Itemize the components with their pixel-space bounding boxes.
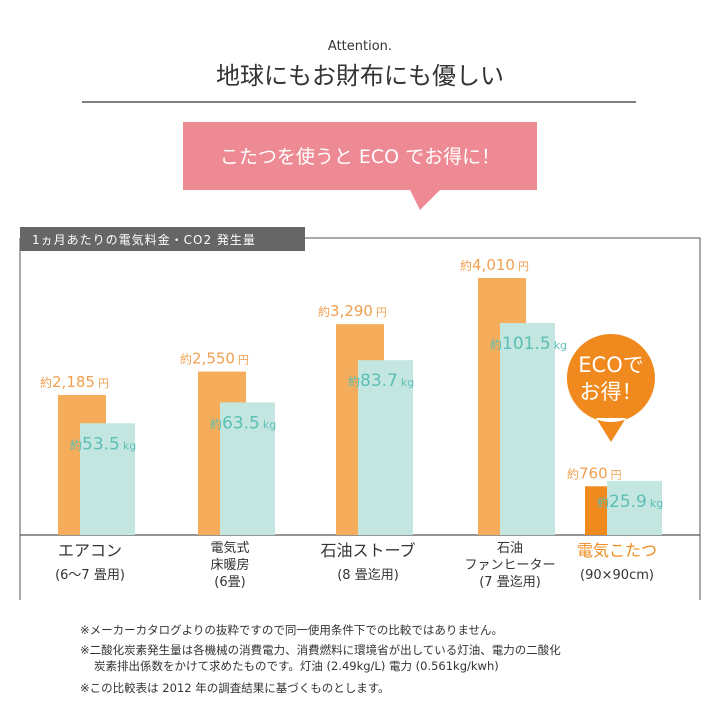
banner-bg <box>183 122 537 210</box>
note: ※メーカーカタログよりの抜粋ですので同一使用条件下での比較ではありません。 <box>80 623 503 637</box>
value-label: 約63.5 kg <box>210 413 276 433</box>
x-tick-label: 電気式 <box>210 540 249 556</box>
value-label-part: 約 <box>70 437 82 452</box>
x-tick-label: (7 畳迄用) <box>479 575 541 590</box>
value-label: 約2,185 円 <box>40 373 109 391</box>
value-label-part: 760 <box>579 464 608 482</box>
kicker: Attention. <box>328 39 392 54</box>
x-tick-label: ファンヒーター <box>464 558 555 573</box>
value-label-part: 2,550 <box>192 350 235 368</box>
value-label-part: 約 <box>180 352 192 367</box>
value-label-part: kg <box>401 376 414 389</box>
value-label-part: 53.5 <box>82 434 120 454</box>
value-label-part: kg <box>650 497 663 510</box>
value-label-part: 円 <box>238 354 249 367</box>
x-tick-label: 電気こたつ <box>577 541 657 560</box>
value-label-part: kg <box>263 418 276 431</box>
value-label-part: 25.9 <box>609 492 647 512</box>
value-label-part: 約 <box>567 466 579 481</box>
chart-title-bg <box>20 227 305 251</box>
value-label-part: kg <box>554 339 567 352</box>
callout-text: お得！ <box>580 380 643 404</box>
note: ※二酸化炭素発生量は各機械の消費電力、消費燃料に環境省が出している灯油、電力の二… <box>80 643 561 657</box>
x-tick-label: (6〜7 畳用) <box>55 568 125 583</box>
x-tick-label: (8 畳迄用) <box>337 568 399 583</box>
bar <box>220 402 275 535</box>
notes: ※メーカーカタログよりの抜粋ですので同一使用条件下での比較ではありません。 ※二酸… <box>80 623 561 695</box>
value-label-part: 約 <box>460 258 472 273</box>
value-label: 約53.5 kg <box>70 434 136 454</box>
value-label-part: 円 <box>376 306 387 319</box>
bar <box>358 360 413 535</box>
value-label: 約2,550 円 <box>180 350 249 368</box>
x-tick-label: 石油ストーブ <box>320 541 415 560</box>
value-label-part: 3,290 <box>330 302 373 320</box>
value-label-part: 2,185 <box>52 373 95 391</box>
value-label: 約25.9 kg <box>597 492 663 512</box>
value-label-part: 83.7 <box>360 371 398 391</box>
title: 地球にもお財布にも優しい <box>216 62 504 90</box>
x-tick-label: エアコン <box>58 541 122 560</box>
value-label-part: 円 <box>98 377 109 390</box>
value-label-part: 約 <box>348 374 360 389</box>
value-label-part: 101.5 <box>502 334 551 354</box>
value-label: 約4,010 円 <box>460 256 529 274</box>
banner: こたつを使うと ECO でお得に！ <box>220 146 500 168</box>
value-label-part: 63.5 <box>222 413 260 433</box>
callout-bg <box>566 334 655 442</box>
value-label-part: 約 <box>490 337 502 352</box>
x-tick-label: (6畳) <box>214 575 245 590</box>
value-label-part: 4,010 <box>472 256 515 274</box>
chart-frame <box>19 237 701 600</box>
value-label-part: kg <box>123 439 136 452</box>
x-tick-label: 石油 <box>497 541 523 556</box>
value-label-part: 約 <box>597 495 609 510</box>
note: 炭素排出係数をかけて求めたものです。灯油 (2.49kg/L) 電力 (0.56… <box>94 659 499 673</box>
bar <box>80 423 135 535</box>
value-label-part: 円 <box>611 468 622 481</box>
value-label: 約3,290 円 <box>318 302 387 320</box>
chart-title: 1ヵ月あたりの電気料金・CO2 発生量 <box>32 232 256 247</box>
value-label-part: 円 <box>518 260 529 273</box>
value-label-part: 約 <box>318 304 330 319</box>
value-label-part: 約 <box>210 416 222 431</box>
callout-text: ECOで <box>578 353 643 377</box>
value-label-part: 約 <box>40 375 52 390</box>
x-tick-label: 床暖房 <box>210 557 249 573</box>
x-tick-label: (90×90cm) <box>580 568 654 583</box>
value-label: 約760 円 <box>567 464 622 482</box>
value-label: 約101.5 kg <box>490 334 567 354</box>
bar <box>607 480 662 535</box>
note: ※この比較表は 2012 年の調査結果に基づくものとします。 <box>80 681 390 695</box>
bar <box>500 323 555 535</box>
value-label: 約83.7 kg <box>348 371 414 391</box>
